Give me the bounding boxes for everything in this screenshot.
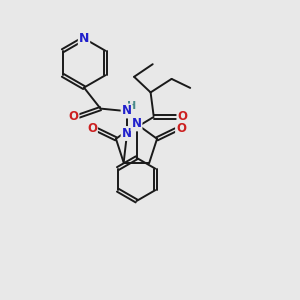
Text: N: N [131,117,142,130]
Text: O: O [176,122,186,135]
Text: H: H [127,100,136,111]
Text: N: N [122,104,132,118]
Text: O: O [177,110,188,124]
Text: N: N [79,32,89,45]
Text: N: N [122,127,132,140]
Text: O: O [87,122,97,135]
Text: O: O [68,110,79,123]
